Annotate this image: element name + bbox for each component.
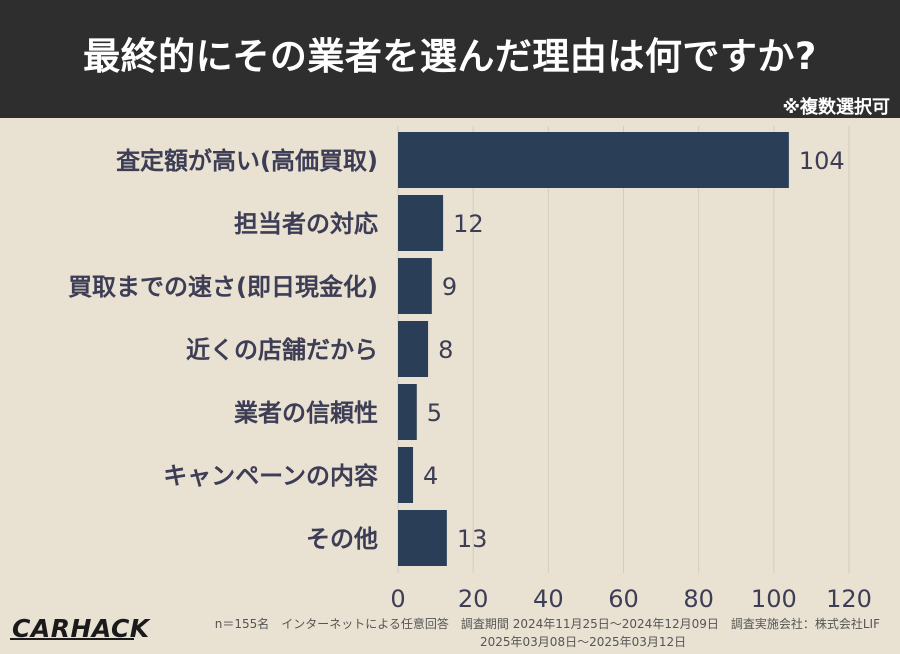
value-label-0: 104: [799, 147, 845, 175]
value-label-1: 12: [453, 210, 484, 238]
header-bar: 最終的にその業者を選んだ理由は何ですか? ※複数選択可: [0, 0, 900, 118]
survey-meta-line1: n＝155名 インターネットによる任意回答 調査期間 2024年11月25日～2…: [214, 617, 880, 631]
multiple-choice-note: ※複数選択可: [782, 97, 891, 118]
x-tick-label-60: 60: [608, 585, 639, 608]
chart-title: 最終的にその業者を選んだ理由は何ですか?: [83, 35, 817, 78]
value-label-6: 13: [457, 525, 488, 553]
value-label-3: 8: [438, 336, 453, 364]
footer: CARHACK n＝155名 インターネットによる任意回答 調査期間 2024年…: [0, 608, 900, 654]
x-tick-label-0: 0: [390, 585, 405, 608]
x-tick-label-20: 20: [458, 585, 489, 608]
value-label-2: 9: [442, 273, 457, 301]
x-tick-label-40: 40: [533, 585, 564, 608]
survey-meta-line2: 2025年03月08日～2025年03月12日: [480, 635, 687, 649]
logo-underline: [10, 638, 134, 640]
category-label-6: その他: [306, 525, 378, 553]
bar-2: [398, 258, 432, 314]
value-label-5: 4: [423, 462, 438, 490]
category-label-4: 業者の信頼性: [234, 399, 378, 427]
category-label-1: 担当者の対応: [234, 210, 378, 238]
bar-6: [398, 510, 447, 566]
x-tick-label-100: 100: [751, 585, 797, 608]
bar-5: [398, 447, 414, 503]
value-label-4: 5: [427, 399, 442, 427]
category-label-5: キャンペーンの内容: [163, 462, 378, 490]
bar-1: [398, 195, 444, 251]
category-label-2: 買取までの速さ(即日現金化): [68, 273, 378, 301]
x-tick-label-80: 80: [683, 585, 714, 608]
bar-0: [398, 132, 789, 188]
x-tick-label-120: 120: [826, 585, 872, 608]
category-label-3: 近くの店舗だから: [186, 336, 378, 364]
bar-4: [398, 384, 417, 440]
bar-chart: 査定額が高い(高価買取) 104 担当者の対応 12 買取までの速さ(即日現金化) 9 近く…: [68, 126, 872, 608]
category-label-0: 査定額が高い(高価買取): [116, 147, 378, 175]
bar-3: [398, 321, 429, 377]
